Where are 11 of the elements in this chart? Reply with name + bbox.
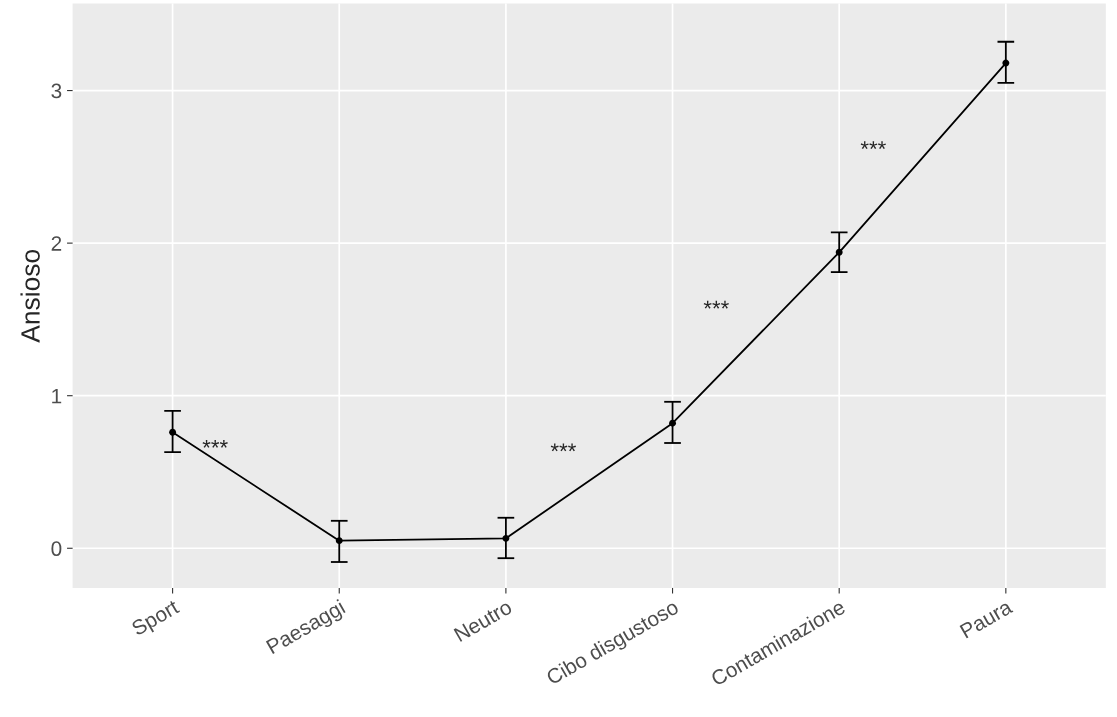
annotation: *** [550,443,577,452]
y-tick-label: 2 [51,236,62,251]
y-tick-label: 3 [51,83,62,99]
x-tick-label: Sport [130,598,183,640]
y-axis-title: Ansioso [20,249,40,343]
annotation: *** [202,439,228,448]
x-tick-label: Paura [959,599,1014,639]
annotation: *** [703,300,729,309]
y-tick-label: 1 [52,388,62,404]
y-tick-label: 0 [51,541,62,557]
annotation: *** [860,141,886,150]
